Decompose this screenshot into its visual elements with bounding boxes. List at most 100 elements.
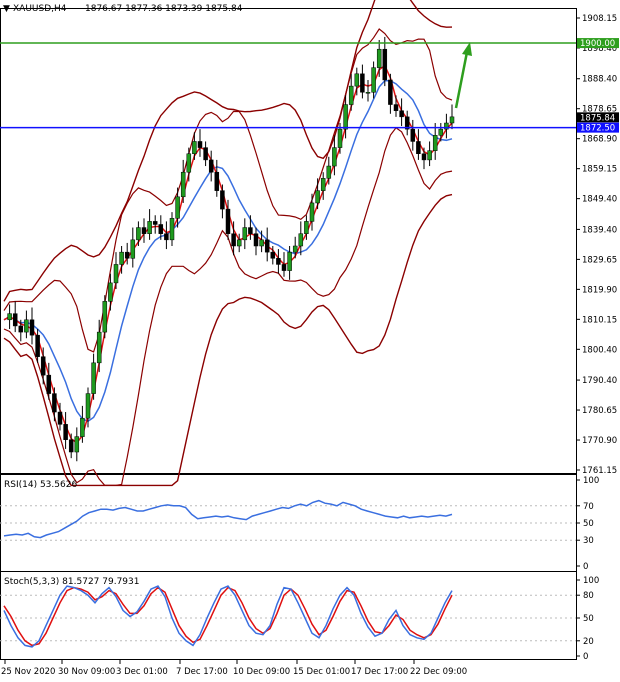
indicator-tick-label: 100 (583, 476, 599, 486)
time-tick-label: 15 Dec 01:00 (293, 667, 350, 677)
candle-body (438, 128, 444, 136)
candle-body (225, 208, 231, 234)
candle-body (404, 116, 410, 130)
candle-body (416, 141, 421, 155)
current-price-label: 1875.84 (580, 113, 615, 123)
stoch-signal-line (3, 586, 453, 647)
level-tag (577, 38, 619, 49)
candle-body (74, 436, 80, 453)
candle-body (180, 171, 186, 198)
candle-body (136, 227, 141, 241)
symbol-icon: ▼ (3, 4, 10, 14)
price-tick-label: 1819.90 (582, 285, 617, 295)
candle-body (264, 239, 270, 253)
candle-body (63, 424, 68, 440)
indicator-tick-label: 50 (583, 519, 594, 529)
candle-body (248, 227, 253, 234)
candle-body (449, 116, 455, 124)
candle-body (315, 190, 320, 204)
time-tick-label: 10 Dec 09:00 (233, 667, 290, 677)
candle-body (337, 128, 343, 148)
candle-body (421, 153, 427, 161)
candle-body (382, 48, 388, 81)
candle-body (365, 92, 371, 94)
candle-body (236, 239, 242, 247)
price-tick-label: 1868.90 (582, 135, 617, 145)
candle-body (141, 227, 147, 234)
level-label: 1900.00 (580, 39, 615, 49)
candle-body (186, 153, 192, 173)
symbol-header: XAUUSD,H4 (13, 4, 67, 14)
candle-body (371, 67, 376, 93)
candle-body (332, 147, 337, 167)
price-tick-label: 1761.15 (582, 466, 617, 476)
candle-body (108, 282, 113, 302)
candle-body (147, 221, 152, 234)
price-tick-label: 1829.65 (582, 255, 617, 265)
candle-body (298, 233, 304, 247)
indicator-tick-label: 100 (583, 576, 599, 586)
price-tick-label: 1810.15 (582, 315, 617, 325)
candle-body (124, 251, 130, 259)
time-tick-label: 22 Dec 09:00 (410, 667, 467, 677)
candle-body (309, 202, 315, 222)
outer-upper-band (3, 0, 453, 302)
time-tick-label: 7 Dec 17:00 (176, 667, 228, 677)
candle-body (444, 122, 449, 130)
level-label: 1872.50 (580, 124, 615, 134)
time-tick-label: 25 Nov 2020 (1, 667, 55, 677)
indicator-tick-label: 80 (583, 591, 594, 601)
candle-body (113, 264, 119, 284)
candle-body (326, 165, 332, 179)
stoch-main-line (3, 585, 453, 648)
level-tag (577, 122, 619, 133)
candle-body (85, 393, 91, 419)
current-price-tag (577, 112, 619, 123)
candle-body (96, 331, 102, 364)
candle-body (354, 73, 360, 87)
price-panel[interactable] (0, 8, 577, 474)
time-tick-label: 3 Dec 01:00 (116, 667, 168, 677)
indicator-tick-label: 70 (583, 502, 594, 512)
candle-body (158, 224, 164, 234)
candle-body (360, 73, 365, 93)
candle-body (203, 147, 208, 161)
candle-body (169, 218, 175, 241)
price-tick-label: 1839.40 (582, 225, 617, 235)
candle-body (68, 439, 74, 453)
price-tick-label: 1790.40 (582, 376, 617, 386)
inner-upper-band (3, 28, 453, 353)
candle-body (343, 104, 348, 130)
candle-body (259, 239, 264, 247)
indicator-tick-label: 30 (583, 536, 594, 546)
candle-body (287, 251, 292, 271)
candle-body (427, 150, 432, 161)
candle-body (376, 48, 382, 68)
rsi-label: RSI(14) 53.5626 (4, 480, 77, 490)
candle-body (208, 159, 214, 173)
candle-body (281, 264, 287, 271)
candle-body (29, 319, 35, 336)
candle-body (292, 245, 298, 253)
candle-body (393, 104, 399, 111)
candle-body (410, 128, 416, 142)
stoch-label: Stoch(5,3,3) 81.5727 79.7931 (4, 577, 139, 587)
stoch-panel[interactable] (0, 571, 577, 660)
candle-body (399, 110, 404, 118)
time-tick-label: 17 Dec 17:00 (351, 667, 408, 677)
price-tick-label: 1898.40 (582, 44, 617, 54)
indicator-tick-label: 20 (583, 637, 594, 647)
candle-body (388, 79, 393, 105)
candle-body (320, 178, 326, 191)
candle-body (253, 233, 259, 247)
candle-body (52, 393, 57, 413)
forecast-arrow (454, 42, 472, 109)
candle-body (24, 319, 29, 333)
candle-body (304, 221, 309, 234)
candle-body (12, 313, 18, 327)
candle-body (57, 411, 63, 425)
price-tick-label: 1849.40 (582, 195, 617, 205)
ohlc-header: 1876.67 1877.36 1873.39 1875.84 (85, 4, 243, 14)
candle-body (192, 141, 197, 155)
